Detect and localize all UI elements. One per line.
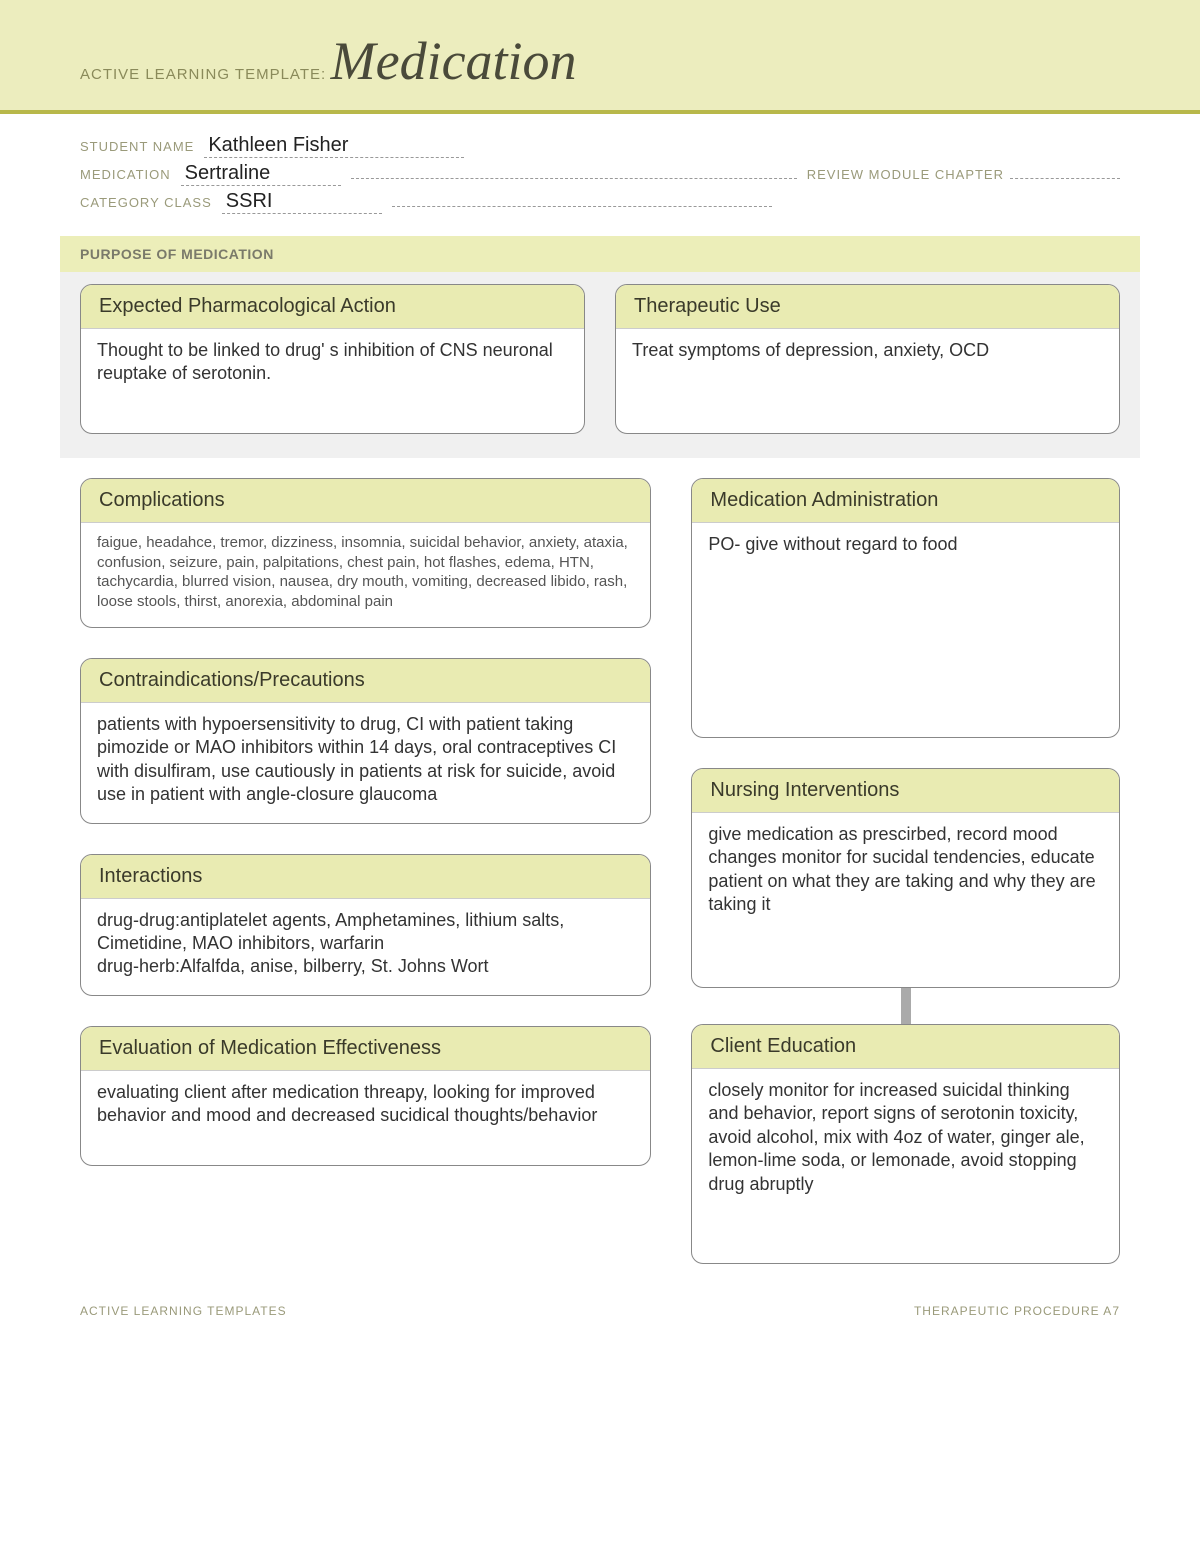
field-row-student: STUDENT NAME Kathleen Fisher xyxy=(80,134,1120,158)
purpose-section: PURPOSE OF MEDICATION Expected Pharmacol… xyxy=(60,236,1140,458)
field-row-category: CATEGORY CLASS SSRI xyxy=(80,190,1120,214)
medication-value[interactable]: Sertraline xyxy=(181,162,341,186)
student-name-value[interactable]: Kathleen Fisher xyxy=(204,134,464,158)
footer: ACTIVE LEARNING TEMPLATES THERAPEUTIC PR… xyxy=(0,1264,1200,1318)
footer-right: THERAPEUTIC PROCEDURE A7 xyxy=(914,1304,1120,1318)
therapeutic-use-title: Therapeutic Use xyxy=(616,285,1119,329)
review-value[interactable] xyxy=(1010,165,1120,179)
interactions-title: Interactions xyxy=(81,855,650,899)
header-prefix: ACTIVE LEARNING TEMPLATE: xyxy=(80,66,326,83)
field-row-medication: MEDICATION Sertraline REVIEW MODULE CHAP… xyxy=(80,162,1120,186)
interactions-body: drug-drug:antiplatelet agents, Amphetami… xyxy=(81,899,650,995)
complications-title: Complications xyxy=(81,479,650,523)
therapeutic-use-body: Treat symptoms of depression, anxiety, O… xyxy=(616,329,1119,378)
evaluation-body: evaluating client after medication threa… xyxy=(81,1071,650,1144)
category-value[interactable]: SSRI xyxy=(222,190,382,214)
medication-line xyxy=(351,178,797,179)
purpose-row: Expected Pharmacological Action Thought … xyxy=(60,284,1140,434)
evaluation-box: Evaluation of Medication Effectiveness e… xyxy=(80,1026,651,1166)
therapeutic-use-box: Therapeutic Use Treat symptoms of depres… xyxy=(615,284,1120,434)
pharm-action-box: Expected Pharmacological Action Thought … xyxy=(80,284,585,434)
fields-block: STUDENT NAME Kathleen Fisher MEDICATION … xyxy=(0,114,1200,226)
complications-box: Complications faigue, headahce, tremor, … xyxy=(80,478,651,628)
footer-left: ACTIVE LEARNING TEMPLATES xyxy=(80,1304,287,1318)
administration-box: Medication Administration PO- give witho… xyxy=(691,478,1120,738)
left-column: Complications faigue, headahce, tremor, … xyxy=(80,478,651,1166)
nursing-box: Nursing Interventions give medication as… xyxy=(691,768,1120,988)
contraindications-body: patients with hypoersensitivity to drug,… xyxy=(81,703,650,823)
client-ed-body: closely monitor for increased suicidal t… xyxy=(692,1069,1119,1212)
header-title: Medication xyxy=(331,31,577,91)
client-ed-title: Client Education xyxy=(692,1025,1119,1069)
contraindications-box: Contraindications/Precautions patients w… xyxy=(80,658,651,824)
client-ed-box: Client Education closely monitor for inc… xyxy=(691,1024,1120,1264)
page: ACTIVE LEARNING TEMPLATE: Medication STU… xyxy=(0,0,1200,1358)
interactions-box: Interactions drug-drug:antiplatelet agen… xyxy=(80,854,651,996)
purpose-heading: PURPOSE OF MEDICATION xyxy=(60,236,1140,272)
administration-title: Medication Administration xyxy=(692,479,1119,523)
complications-body: faigue, headahce, tremor, dizziness, ins… xyxy=(81,523,650,627)
nursing-body: give medication as prescirbed, record mo… xyxy=(692,813,1119,933)
contraindications-title: Contraindications/Precautions xyxy=(81,659,650,703)
header-band: ACTIVE LEARNING TEMPLATE: Medication xyxy=(0,0,1200,114)
review-block: REVIEW MODULE CHAPTER xyxy=(807,165,1120,182)
administration-body: PO- give without regard to food xyxy=(692,523,1119,572)
connector-line xyxy=(901,988,911,1024)
pharm-action-body: Thought to be linked to drug' s inhibiti… xyxy=(81,329,584,402)
main-grid: Complications faigue, headahce, tremor, … xyxy=(0,478,1200,1264)
review-label: REVIEW MODULE CHAPTER xyxy=(807,167,1004,182)
category-label: CATEGORY CLASS xyxy=(80,195,212,210)
category-line xyxy=(392,206,772,207)
right-column: Medication Administration PO- give witho… xyxy=(691,478,1120,1264)
pharm-action-title: Expected Pharmacological Action xyxy=(81,285,584,329)
evaluation-title: Evaluation of Medication Effectiveness xyxy=(81,1027,650,1071)
nursing-title: Nursing Interventions xyxy=(692,769,1119,813)
medication-label: MEDICATION xyxy=(80,167,171,182)
student-name-label: STUDENT NAME xyxy=(80,139,194,154)
